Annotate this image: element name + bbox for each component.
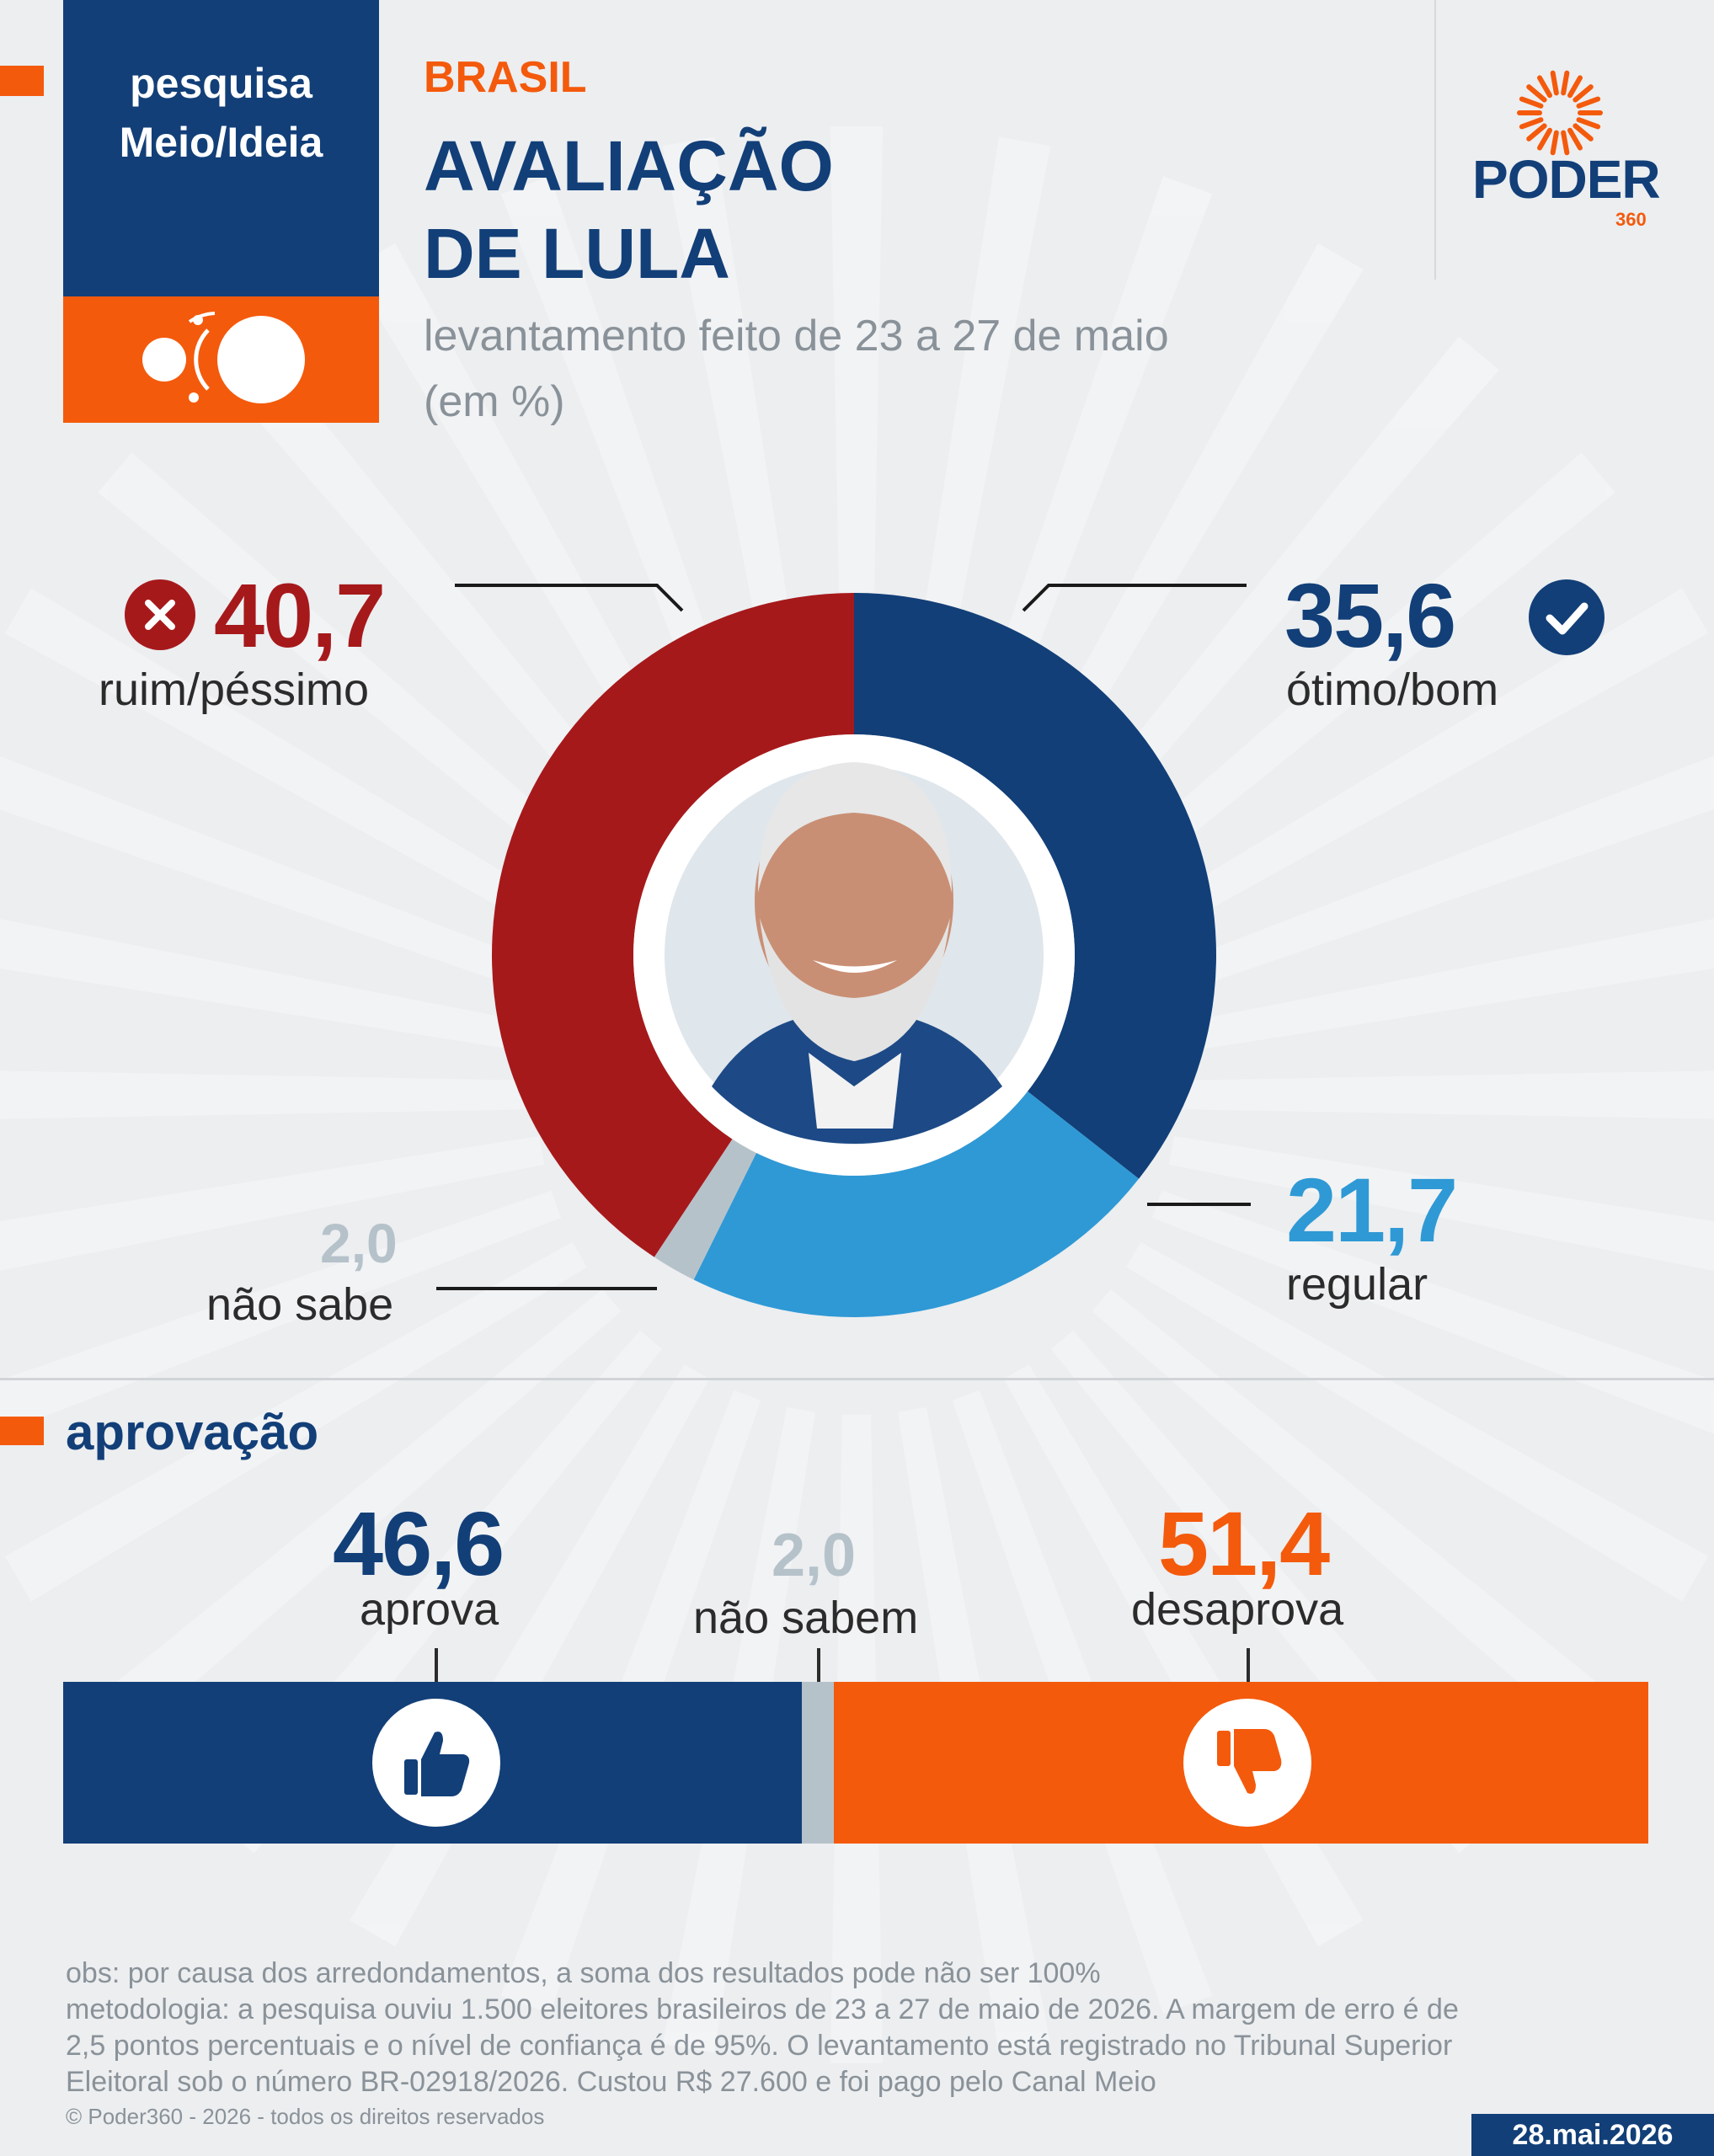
sun-ray: [1567, 75, 1583, 99]
badge-line1: pesquisa: [130, 60, 312, 107]
approval-title: aprovação: [66, 1404, 319, 1460]
title-line2: DE LULA: [424, 214, 730, 293]
regular-label: regular: [1286, 1259, 1428, 1310]
sun-ray: [1519, 117, 1544, 130]
sun-ray: [1576, 96, 1601, 109]
donut-chart: [436, 584, 1251, 1317]
disapprove-tick: [1247, 1648, 1250, 1684]
regular-value: 21,7: [1286, 1159, 1458, 1261]
donut-slice-bad: [492, 593, 854, 1257]
footnote: obs: por causa dos arredondamentos, a so…: [66, 1956, 1649, 2100]
thumbs-up-icon: [372, 1699, 500, 1827]
meio-ideia-logo-icon: [142, 312, 305, 403]
sun-ray: [1519, 96, 1544, 109]
sun-ray: [1537, 75, 1552, 99]
sun-ray: [1537, 127, 1552, 151]
poder-logo-text: PODER: [1472, 149, 1661, 210]
bad-value: 40,7: [214, 564, 386, 666]
bar-segment-nosabem: [802, 1682, 834, 1844]
donut-slice-good: [854, 593, 1216, 1179]
footnote-method-1: metodologia: a pesquisa ouviu 1.500 elei…: [66, 1993, 1459, 2025]
sun-ray: [1561, 130, 1570, 156]
leader-line: [1022, 584, 1247, 612]
portrait-figure: [712, 762, 1002, 1144]
survey-logo-panel: [63, 296, 379, 423]
survey-badge: pesquisa Meio/Ideia: [63, 0, 379, 296]
title-line1: AVALIAÇÃO: [424, 126, 834, 205]
sun-ray: [1561, 70, 1570, 96]
check-circle-icon: [1529, 579, 1605, 655]
sun-logo-icon: [1517, 70, 1603, 156]
section-divider: [0, 1378, 1714, 1380]
footnote-obs: obs: por causa dos arredondamentos, a so…: [66, 1957, 1101, 1989]
footnote-method-3: Eleitoral sob o número BR-02918/2026. Cu…: [66, 2066, 1156, 2098]
leader-line: [455, 584, 684, 612]
sun-ray: [1573, 84, 1594, 103]
x-circle-icon: [125, 579, 195, 650]
donut-slice-regular: [693, 1091, 1140, 1317]
top-accent-bar: [0, 66, 44, 96]
sun-ray: [1526, 84, 1547, 103]
sun-ray: [1576, 117, 1601, 130]
unknown-value: 2,0: [320, 1212, 398, 1274]
publish-date: 28.mai.2026: [1471, 2114, 1714, 2156]
disapprove-label: desaprova: [1131, 1584, 1344, 1635]
bad-label: ruim/péssimo: [99, 664, 370, 715]
thumbs-down-icon: [1183, 1699, 1311, 1827]
section-accent-bar: [0, 1417, 44, 1445]
sun-ray: [1526, 123, 1547, 141]
good-label: ótimo/bom: [1286, 664, 1499, 715]
approve-tick: [435, 1648, 438, 1684]
nosabem-tick: [817, 1648, 820, 1684]
subtitle-line1: levantamento feito de 23 a 27 de maio: [424, 312, 1169, 360]
subtitle-line2: (em %): [424, 377, 565, 426]
nosabem-value: 2,0: [772, 1522, 857, 1589]
copyright: © Poder360 - 2026 - todos os direitos re…: [66, 2104, 545, 2129]
approval-bar: [63, 1682, 1648, 1844]
footnote-method-2: 2,5 pontos percentuais e o nível de conf…: [66, 2030, 1453, 2062]
sun-ray: [1567, 127, 1583, 151]
disapprove-value: 51,4: [1158, 1492, 1330, 1594]
approve-label: aprova: [360, 1584, 499, 1635]
subtitle: levantamento feito de 23 a 27 de maio (e…: [424, 303, 1169, 435]
kicker: BRASIL: [424, 53, 587, 102]
donut-slice-unknown: [654, 1139, 756, 1280]
poder-logo-360: 360: [1615, 209, 1647, 230]
sun-ray: [1550, 130, 1559, 156]
sun-ray: [1573, 123, 1594, 141]
nosabem-label: não sabem: [693, 1593, 919, 1643]
good-value: 35,6: [1284, 564, 1456, 666]
header-divider: [1434, 0, 1436, 280]
approve-value: 46,6: [333, 1492, 505, 1594]
page-title: AVALIAÇÃO DE LULA: [424, 122, 834, 297]
background-ray: [1004, 1364, 1364, 1947]
unknown-label: não sabe: [206, 1279, 394, 1330]
badge-line2: Meio/Ideia: [119, 119, 323, 166]
background-ray: [350, 1364, 709, 1947]
sun-ray: [1550, 70, 1559, 96]
